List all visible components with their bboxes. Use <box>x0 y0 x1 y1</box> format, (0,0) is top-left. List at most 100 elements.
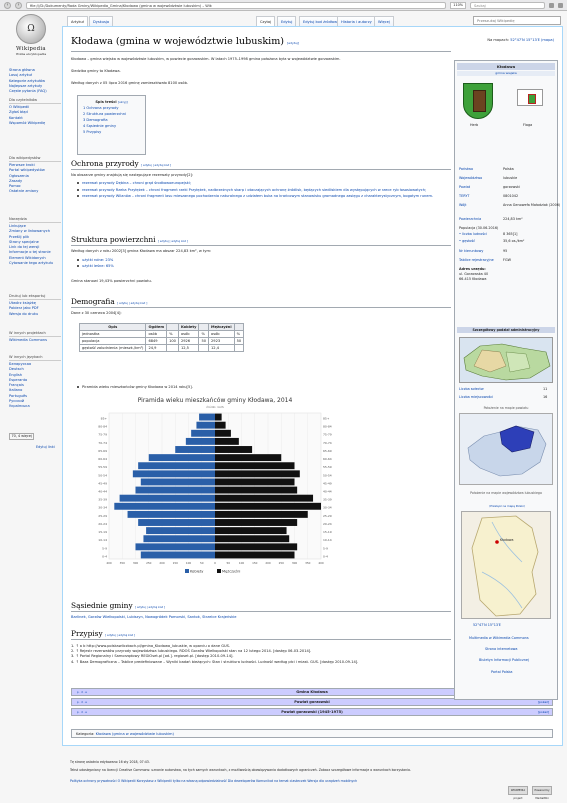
infobox-label[interactable]: Powiat <box>459 185 471 189</box>
wikipedia-logo[interactable]: Ω Wikipedia Wolna encyklopedia <box>12 14 50 62</box>
sidebar-item[interactable]: Українська <box>9 404 30 409</box>
bar-kobiety[interactable] <box>196 421 215 429</box>
list-item-text[interactable]: rezerwat przyrody Wilanów – chroni fragm… <box>82 194 434 199</box>
infobox-label[interactable]: Województwo <box>459 176 483 180</box>
coords-link[interactable]: 52°47′N 15°13′E (mapa) <box>510 38 554 42</box>
sidebar-item[interactable]: Ogłoszenia <box>9 173 29 178</box>
bar-kobiety[interactable] <box>185 437 215 445</box>
switch-map-link[interactable]: (Przełącz na mapę Polski) <box>489 504 525 508</box>
list-item-text[interactable]: rezerwat przyrody Rzeka Przyłężek – chro… <box>82 187 427 192</box>
bar-mezczyzni[interactable] <box>215 510 308 518</box>
sidebar-item[interactable]: Italiano <box>9 388 23 393</box>
tab-discussion[interactable]: Dyskusja <box>89 16 114 26</box>
commons-link[interactable]: Multimedia w Wikimedia Commons <box>469 636 529 640</box>
website-link[interactable]: Strona internetowa <box>485 647 518 651</box>
navbox[interactable]: p · d · e Powiat gorzowski [pokaż] <box>71 698 553 706</box>
infobox-label[interactable]: Tablice rejestracyjne <box>459 258 494 262</box>
bar-kobiety[interactable] <box>119 494 215 502</box>
bar-kobiety[interactable] <box>140 478 215 486</box>
bar-kobiety[interactable] <box>140 551 215 559</box>
navbox-title[interactable]: Powiat gorzowski <box>294 700 330 704</box>
neighbours-list[interactable]: Barlinek, Gorzów Wielkopolski, Lubiszyn,… <box>71 615 237 619</box>
sidebar-item[interactable]: Deutsch <box>9 367 24 372</box>
bar-mezczyzni[interactable] <box>215 413 222 421</box>
bar-mezczyzni[interactable] <box>215 527 287 535</box>
infobox-label[interactable]: Liczba sołectw <box>459 387 484 391</box>
section-edit-link[interactable]: [ edytuj | edytuj kod ] <box>157 239 189 243</box>
toc-item[interactable]: 4 Sąsiednie gminy <box>83 124 117 128</box>
sidebar-item[interactable]: Portal wikipedystów <box>9 168 45 173</box>
sidebar-item[interactable]: O Wikipedii <box>9 105 30 109</box>
sidebar-item[interactable]: Français <box>9 383 24 388</box>
wiki-search-input[interactable]: Przeszukaj Wikipedię <box>473 16 561 25</box>
sidebar-item[interactable]: Link do tej wersji <box>9 245 40 250</box>
bar-mezczyzni[interactable] <box>215 446 253 453</box>
wikimedia-badge[interactable]: WIKIMEDIA project <box>508 786 528 800</box>
flag-image[interactable] <box>517 89 543 106</box>
toc-item[interactable]: 1 Ochrona przyrody <box>83 106 119 110</box>
infobox-label[interactable]: • gęstość <box>459 239 476 243</box>
infobox-label[interactable]: Państwo <box>459 167 474 171</box>
section-edit-link[interactable]: [ edytuj | edytuj kod ] <box>117 301 148 305</box>
sidebar-item[interactable]: Kontakt <box>9 115 23 120</box>
toc-item[interactable]: 5 Przypisy <box>83 130 102 134</box>
coat-of-arms-image[interactable] <box>463 83 493 119</box>
sidebar-item[interactable]: Zasady <box>9 178 23 183</box>
sidebar-item[interactable]: Беларуская <box>9 362 32 366</box>
sidebar-item[interactable]: Ostatnie zmiany <box>9 189 39 194</box>
infobox-label[interactable]: • liczba ludności <box>459 232 487 236</box>
toc-item[interactable]: 2 Struktura powierzchni <box>83 112 126 116</box>
bar-mezczyzni[interactable] <box>215 429 231 437</box>
infobox-coords[interactable]: 52°47′N 15°13′E <box>473 623 501 627</box>
bar-kobiety[interactable] <box>114 502 215 510</box>
bar-mezczyzni[interactable] <box>215 551 295 559</box>
mediawiki-badge[interactable]: Powered by MediaWiki <box>532 786 552 800</box>
infobox-label[interactable]: Liczba miejscowości <box>459 395 494 399</box>
browser-search-input[interactable]: Szukaj <box>470 1 545 9</box>
more-languages-button[interactable]: 70, 4 więcej <box>9 433 35 440</box>
bar-kobiety[interactable] <box>199 413 215 421</box>
sidebar-item[interactable]: Wersja do druku <box>9 311 39 316</box>
bar-kobiety[interactable] <box>127 510 215 518</box>
list-item-text[interactable]: rezerwat przyrody Dębina – chroni grąd ś… <box>82 181 192 185</box>
sidebar-item[interactable]: Element Wikidanych <box>9 255 46 260</box>
bip-link[interactable]: Biuletyn Informacji Publicznej <box>479 658 529 662</box>
infobox-label[interactable]: Powierzchnia <box>459 217 482 221</box>
location-marker[interactable] <box>495 540 499 544</box>
navbox-toggle[interactable]: [pokaż] <box>537 710 549 714</box>
bar-mezczyzni[interactable] <box>215 502 321 510</box>
navbox-title[interactable]: Powiat gorzowski (1945-1975) <box>281 710 343 714</box>
navbox-title[interactable]: Gmina Kłodawa <box>296 690 328 694</box>
infobox-label[interactable]: Nr kierunkowy <box>459 249 484 253</box>
bar-kobiety[interactable] <box>143 535 215 543</box>
bar-kobiety[interactable] <box>191 429 215 437</box>
sidebar-item[interactable]: Wspomóż Wikipedię <box>9 120 46 125</box>
infobox-label[interactable]: TERYT <box>459 194 470 198</box>
navbox-toggle[interactable]: [pokaż] <box>537 700 549 704</box>
bar-kobiety[interactable] <box>135 543 216 551</box>
tab-article[interactable]: Artykuł <box>67 16 88 26</box>
category-link[interactable]: Kłodawa (gmina w województwie lubuskim) <box>95 732 174 736</box>
tab-edit[interactable]: Edytuj <box>277 16 297 26</box>
sidebar-item[interactable]: Strony specjalne <box>9 239 39 244</box>
bar-mezczyzni[interactable] <box>215 535 290 543</box>
bar-kobiety[interactable] <box>135 486 216 494</box>
sidebar-item[interactable]: Częste pytania (FAQ) <box>9 89 47 94</box>
sidebar-item[interactable]: Português <box>9 393 28 398</box>
zoom-level[interactable]: 110% <box>450 1 466 9</box>
bar-kobiety[interactable] <box>132 470 215 478</box>
sidebar-item[interactable]: English <box>9 372 22 377</box>
sidebar-item[interactable]: Pobierz jako PDF <box>9 306 39 311</box>
sidebar-item[interactable]: Русский <box>9 399 25 404</box>
list-item-text[interactable]: użytki rolne: 23% <box>82 258 114 262</box>
navbox-vde[interactable]: p · d · e <box>77 701 87 704</box>
toc-toggle[interactable]: [ukryj] <box>117 100 128 104</box>
tab-history[interactable]: Historia i autorzy <box>337 16 376 26</box>
sidebar-item[interactable]: Zmiany w linkowanych <box>9 229 51 234</box>
edit-interlanguage-links[interactable]: Edytuj linki <box>36 445 55 449</box>
bar-mezczyzni[interactable] <box>215 462 295 470</box>
sidebar-item[interactable]: Cytowanie tego artykułu <box>9 261 54 266</box>
voivodeship-map[interactable]: Kłodawa <box>461 511 551 619</box>
back-icon[interactable]: ‹ <box>4 1 11 9</box>
tab-more[interactable]: Więcej <box>374 16 394 26</box>
